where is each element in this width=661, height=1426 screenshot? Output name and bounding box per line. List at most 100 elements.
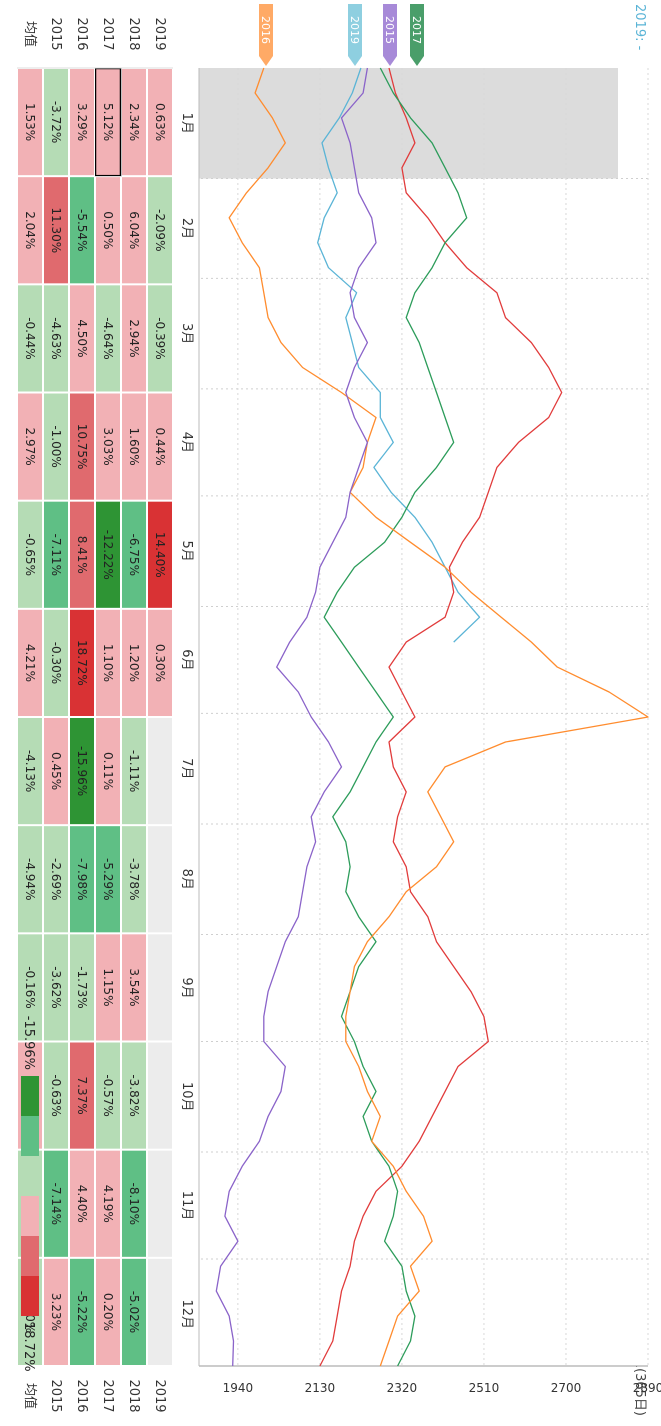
table-cell[interactable] (95, 176, 121, 285)
table-cell[interactable] (17, 392, 43, 501)
table-cell[interactable] (69, 717, 95, 826)
table-cell[interactable] (147, 1149, 173, 1258)
table-cell[interactable] (69, 1257, 95, 1367)
table-cell[interactable] (121, 284, 147, 393)
table-cell[interactable] (43, 392, 69, 501)
table-cell[interactable] (121, 608, 147, 717)
table-cell[interactable] (95, 392, 121, 501)
series-tag-2017[interactable]: 2017 (410, 4, 424, 66)
table-cell[interactable] (147, 500, 173, 609)
table-cell-value: -7.98% (75, 858, 89, 900)
y-tick-label: 2890 (633, 1381, 661, 1395)
table-cell-value: -1.00% (49, 425, 63, 467)
table-cell[interactable] (121, 1041, 147, 1150)
table-cell[interactable] (121, 392, 147, 501)
table-cell[interactable] (43, 284, 69, 393)
table-cell[interactable] (43, 1149, 69, 1258)
month-label-5: 5月 (179, 541, 194, 562)
row-label-2017: 2017 (100, 17, 115, 50)
table-cell-value: -3.72% (49, 101, 63, 143)
table-cell-value: 0.30% (153, 644, 167, 682)
series-tag-2019[interactable]: 2019 (348, 4, 362, 66)
table-cell-value: -0.63% (49, 1074, 63, 1116)
table-cell[interactable] (147, 1041, 173, 1150)
table-cell-value: 0.50% (101, 211, 115, 249)
table-cell[interactable] (147, 176, 173, 285)
table-cell[interactable] (69, 1149, 95, 1258)
table-cell[interactable] (43, 1041, 69, 1150)
series-tag-shape (410, 4, 424, 66)
table-cell[interactable] (121, 717, 147, 826)
table-cell[interactable] (147, 392, 173, 501)
table-cell[interactable] (43, 1257, 69, 1367)
table-cell[interactable] (95, 1257, 121, 1367)
table-cell-value: -0.57% (101, 1074, 115, 1116)
plot-area: 1940 2130 2320 2510 2700 2890 1月 2月 3月 4月 5月 6月 7月 8月… (179, 67, 661, 1395)
table-cell[interactable] (147, 1257, 173, 1367)
table-cell-value: 2.04% (23, 211, 37, 249)
table-cell[interactable] (43, 500, 69, 609)
series-line-2017 (323, 67, 468, 1367)
table-cell-value: 5.12% (101, 103, 115, 141)
table-cell[interactable] (95, 608, 121, 717)
table-cell-value: 4.50% (75, 319, 89, 357)
table-cell[interactable] (95, 825, 121, 934)
table-cell[interactable] (17, 717, 43, 826)
table-cell[interactable] (95, 284, 121, 393)
table-cell[interactable] (17, 825, 43, 934)
month-label-10: 10月 (179, 1082, 194, 1112)
table-cell[interactable] (121, 500, 147, 609)
legend-item-2019[interactable]: 2019: - (632, 4, 647, 51)
table-cell[interactable] (69, 825, 95, 934)
table-cell[interactable] (69, 1041, 95, 1150)
table-cell[interactable] (147, 825, 173, 934)
table-cell[interactable] (43, 176, 69, 285)
row-label-right-2017: 2017 (100, 1379, 115, 1412)
table-cell[interactable] (17, 284, 43, 393)
legend-swatch (21, 1156, 39, 1196)
table-cell[interactable] (43, 933, 69, 1042)
table-cell[interactable] (69, 608, 95, 717)
table-cell-value: -0.39% (153, 317, 167, 359)
table-cell[interactable] (95, 500, 121, 609)
row-label-right-2019: 2019 (152, 1379, 167, 1412)
table-cell[interactable] (95, 717, 121, 826)
table-cell[interactable] (121, 1149, 147, 1258)
series-tag-2015[interactable]: 2015 (383, 4, 397, 66)
table-cell[interactable] (69, 176, 95, 285)
table-cell[interactable] (43, 825, 69, 934)
table-cell[interactable] (69, 284, 95, 393)
table-cell[interactable] (17, 500, 43, 609)
table-cell-value: 7.37% (75, 1077, 89, 1115)
table-cell[interactable] (147, 933, 173, 1042)
series-tag-shape (348, 4, 362, 66)
table-cell[interactable] (121, 176, 147, 285)
table-cell[interactable] (95, 1149, 121, 1258)
table-cell[interactable] (95, 933, 121, 1042)
table-cell[interactable] (43, 717, 69, 826)
table-cell[interactable] (147, 284, 173, 393)
month-label-1: 1月 (179, 113, 194, 134)
plot-background (199, 68, 648, 1366)
table-cell-value: 10.75% (75, 424, 89, 470)
table-cell[interactable] (121, 933, 147, 1042)
table-cell[interactable] (69, 933, 95, 1042)
legend-swatch (21, 1276, 39, 1316)
month-label-9: 9月 (179, 977, 194, 998)
series-tag-2016[interactable]: 2016 (259, 4, 273, 66)
table-cell[interactable] (95, 1041, 121, 1150)
table-cell-value: 8.41% (75, 536, 89, 574)
series-line-2018 (319, 67, 563, 1367)
table-cell[interactable] (17, 176, 43, 285)
table-cell[interactable] (17, 933, 43, 1042)
table-cell[interactable] (121, 1257, 147, 1367)
table-cell[interactable] (147, 608, 173, 717)
table-cell[interactable] (121, 825, 147, 934)
table-cell[interactable] (17, 608, 43, 717)
table-cell[interactable] (43, 608, 69, 717)
table-cell-value: -3.82% (127, 1074, 141, 1116)
table-cell[interactable] (147, 717, 173, 826)
table-cell[interactable] (69, 500, 95, 609)
table-cell[interactable] (69, 392, 95, 501)
